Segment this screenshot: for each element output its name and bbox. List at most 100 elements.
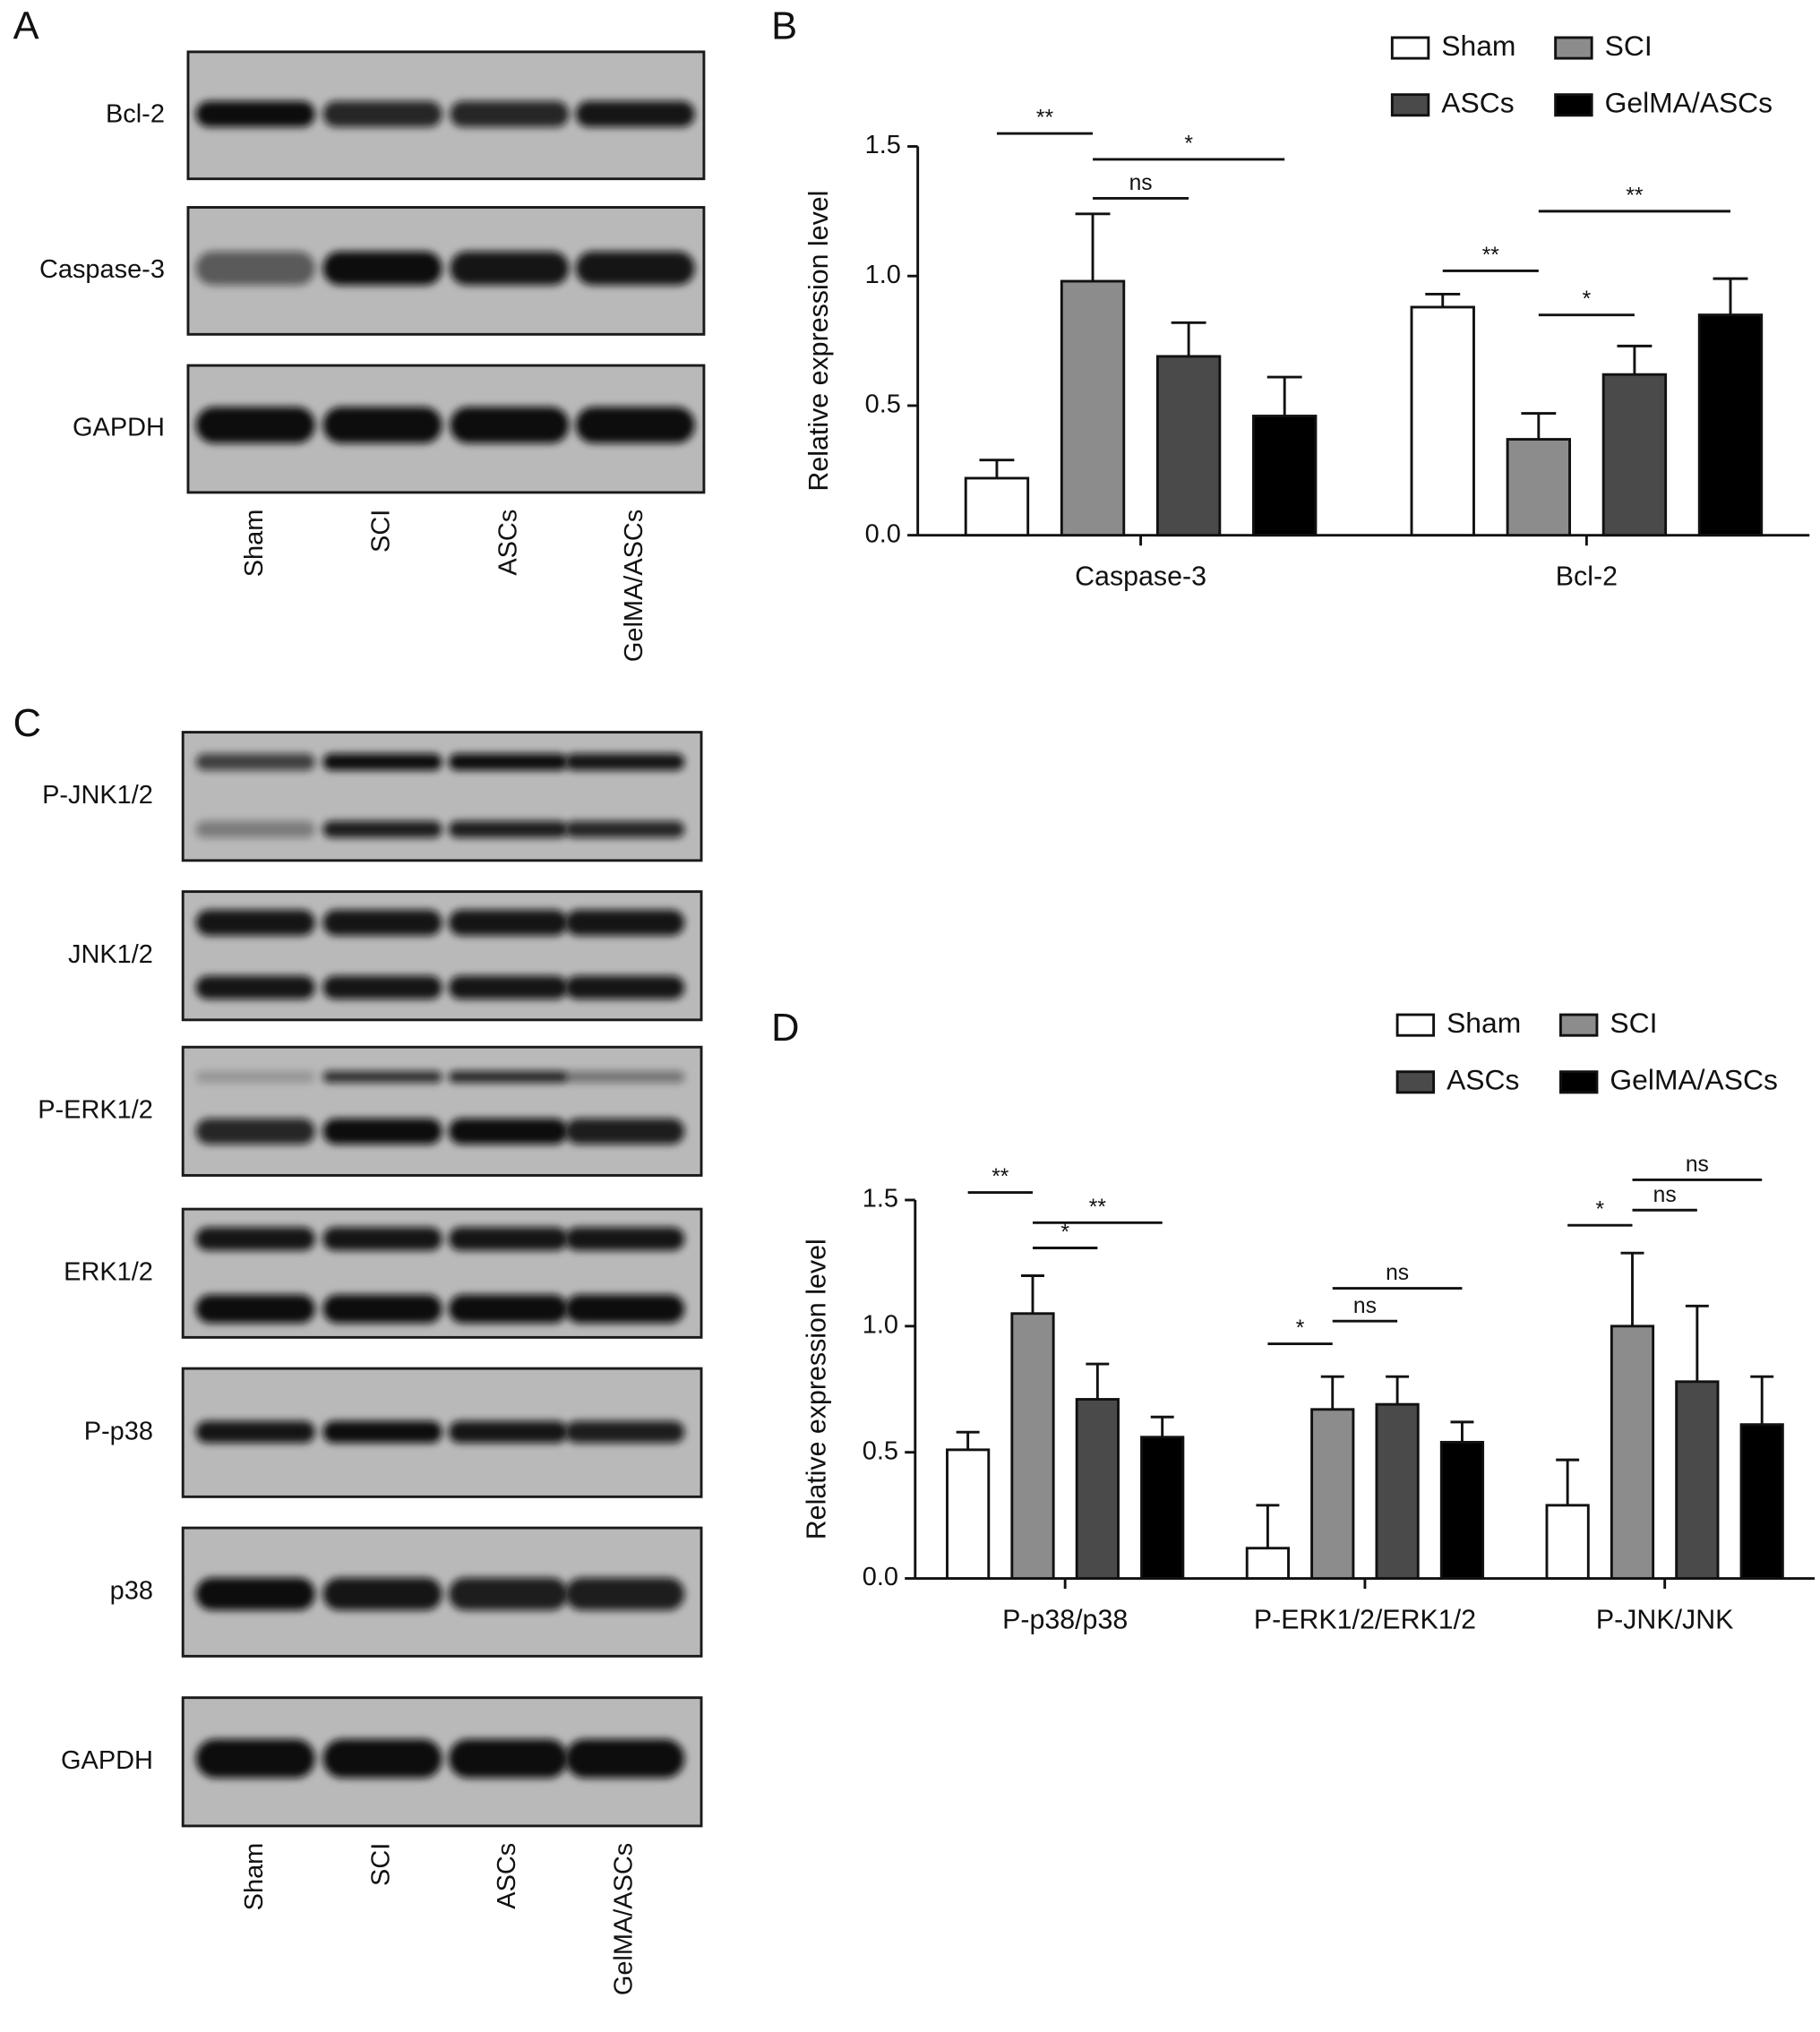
blot-row-label: p38 (110, 1576, 153, 1605)
x-tick-label: Bcl-2 (1556, 561, 1618, 591)
blot-band (448, 1294, 568, 1324)
bar (1506, 438, 1572, 537)
y-tick-label: 0.0 (865, 519, 901, 548)
blot-band (322, 909, 442, 936)
legend-swatch (1395, 1070, 1436, 1094)
blot-band (322, 820, 442, 838)
blot-band (195, 1738, 315, 1779)
significance-label: * (1296, 1316, 1305, 1341)
bar (1155, 355, 1222, 537)
blot-band (575, 251, 695, 286)
y-tick-label: 0.5 (863, 1436, 898, 1465)
significance-label: ns (1386, 1261, 1409, 1285)
blot-band (450, 251, 570, 286)
bar (1410, 305, 1475, 537)
bar (1245, 1547, 1290, 1580)
blot-row-label: Bcl-2 (106, 99, 165, 128)
lane-label: Sham (240, 1843, 269, 1911)
blot-band (448, 753, 568, 771)
bar (1375, 1402, 1420, 1580)
blot-band (195, 251, 315, 286)
blot-band (195, 820, 315, 838)
significance-label: ** (1626, 184, 1644, 208)
bar (964, 476, 1030, 537)
blot-band (322, 1118, 442, 1145)
blot-row-label: P-p38 (84, 1417, 153, 1445)
x-tick-label: P-JNK/JNK (1596, 1604, 1734, 1634)
legend-label: GelMA/ASCs (1605, 87, 1773, 119)
bar (1075, 1398, 1120, 1580)
blot-band (565, 1738, 685, 1779)
panel-label: C (13, 702, 41, 745)
y-tick-label: 1.0 (865, 261, 901, 289)
blot-band (322, 1294, 442, 1324)
bar (1545, 1504, 1590, 1580)
blot-band (195, 1420, 315, 1444)
blot-row-label: GAPDH (61, 1746, 153, 1775)
bar (946, 1448, 991, 1580)
bar (1675, 1380, 1720, 1580)
significance-label: ** (1036, 107, 1054, 131)
bar (1697, 313, 1764, 537)
blot-band (565, 1420, 685, 1444)
blot-band (322, 1420, 442, 1444)
significance-label: ns (1353, 1294, 1377, 1318)
blot-band (322, 100, 442, 127)
blot-band (195, 407, 315, 443)
bar (1310, 1408, 1355, 1580)
legend-label: ASCs (1447, 1064, 1519, 1096)
blot-band (195, 1577, 315, 1610)
y-tick-label: 0.0 (863, 1563, 898, 1591)
legend-label: ASCs (1441, 87, 1514, 119)
legend-label: SCI (1605, 30, 1653, 62)
blot-band (195, 1294, 315, 1324)
blot-band (575, 407, 695, 443)
bar (1060, 279, 1126, 537)
significance-label: ns (1653, 1183, 1677, 1207)
panel-label: B (771, 4, 797, 47)
blot-band (448, 909, 568, 936)
y-tick-label: 1.5 (863, 1185, 898, 1213)
blot-band (448, 1071, 568, 1084)
lane-label: SCI (367, 1843, 396, 1886)
blot-band (322, 1577, 442, 1610)
y-axis-label: Relative expression level (801, 1239, 831, 1539)
blot-band (565, 1227, 685, 1251)
bar (1010, 1312, 1055, 1580)
y-tick-label: 1.0 (863, 1310, 898, 1339)
blot-band (195, 1071, 315, 1084)
blot-band (565, 909, 685, 936)
y-axis-label: Relative expression level (803, 191, 834, 492)
lane-label: Sham (240, 510, 269, 578)
blot-panel (181, 731, 703, 862)
blot-band (448, 1118, 568, 1145)
blot-band (195, 909, 315, 936)
blot-band (448, 1420, 568, 1444)
lane-label: GelMA/ASCs (620, 510, 648, 662)
blot-band (195, 1227, 315, 1251)
y-tick-label: 1.5 (865, 131, 901, 159)
blot-panel (181, 1045, 703, 1177)
blot-band (322, 407, 442, 443)
legend-swatch (1395, 1013, 1436, 1037)
lane-label: SCI (367, 510, 396, 553)
blot-band (195, 975, 315, 999)
significance-label: * (1060, 1221, 1069, 1245)
blot-band (448, 975, 568, 999)
blot-row-label: GAPDH (73, 414, 165, 442)
x-tick-label: Caspase-3 (1075, 561, 1206, 591)
blot-row-label: JNK1/2 (68, 940, 153, 969)
blot-band (565, 1071, 685, 1084)
legend-swatch (1390, 36, 1430, 60)
lane-label: ASCs (494, 510, 522, 576)
legend-swatch (1390, 93, 1430, 117)
blot-band (565, 820, 685, 838)
y-tick-label: 0.5 (865, 390, 901, 419)
blot-band (322, 1227, 442, 1251)
blot-band (450, 100, 570, 127)
blot-band (195, 753, 315, 771)
significance-label: ** (992, 1165, 1009, 1189)
significance-label: ns (1129, 171, 1153, 195)
